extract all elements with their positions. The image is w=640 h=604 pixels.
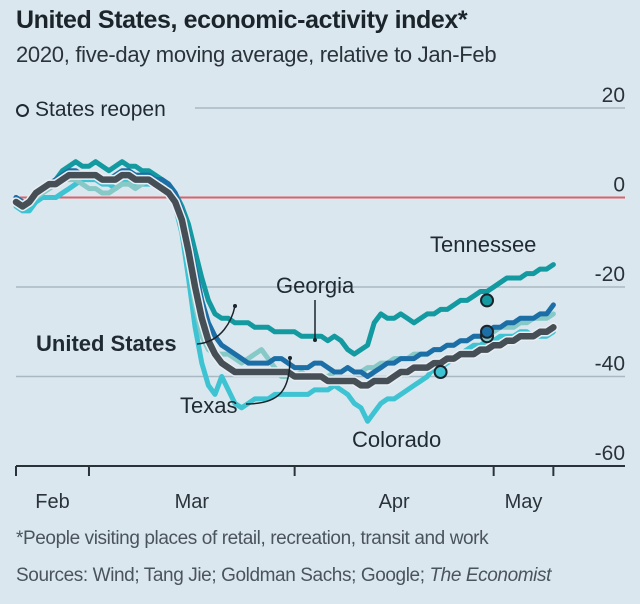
colorado-reopen-marker: [433, 365, 448, 380]
series-labels: Tennessee Georgia United States Texas Colora…: [36, 232, 536, 452]
series-label-colorado: Colorado: [352, 427, 441, 452]
y-tick-label: -60: [595, 442, 625, 465]
series-label-texas: Texas: [180, 393, 237, 418]
series-label-tennessee: Tennessee: [430, 232, 536, 257]
series-label-georgia: Georgia: [276, 273, 355, 298]
x-tick-label: May: [505, 491, 543, 513]
y-tick-label: -20: [595, 263, 625, 286]
series-lines: [11, 159, 559, 424]
georgia-leader-dot: [313, 338, 317, 342]
united-states-line: [12, 171, 557, 389]
y-tick-label: 20: [602, 84, 625, 107]
footnote: *People visiting places of retail, recre…: [16, 528, 489, 549]
united-states-leader-dot: [233, 304, 237, 308]
sources-text: Sources: Wind; Tang Jie; Goldman Sachs; …: [16, 565, 430, 586]
label-leaders: [196, 300, 317, 405]
legend: States reopen: [16, 98, 166, 122]
x-tick-label: Feb: [35, 491, 69, 513]
reopen-markers: [433, 293, 495, 380]
colorado-line: [13, 177, 556, 424]
texas-reopen-marker: [480, 324, 495, 339]
x-axis: Feb Mar Apr May: [15, 465, 625, 513]
tennessee-reopen-marker: [480, 293, 495, 308]
series-label-united-states: United States: [36, 331, 177, 356]
chart-subtitle: 2020, five-day moving average, relative …: [16, 42, 497, 67]
x-tick-label: Mar: [175, 491, 210, 513]
texas-leader: [245, 357, 291, 405]
chart-title: United States, economic-activity index*: [16, 6, 468, 34]
gridlines: 20 0 -20 -40 -60: [16, 84, 625, 465]
texas-leader-dot: [288, 356, 292, 360]
united-states-leader: [196, 305, 236, 345]
x-tick-label: Apr: [379, 491, 410, 513]
tennessee-line: [13, 159, 556, 357]
open-circle-icon: [16, 103, 29, 117]
legend-label: States reopen: [35, 98, 166, 121]
y-tick-label: -40: [595, 353, 625, 376]
sources-publication: The Economist: [429, 565, 551, 586]
sources: Sources: Wind; Tang Jie; Goldman Sachs; …: [16, 565, 551, 587]
y-tick-label: 0: [613, 174, 625, 197]
